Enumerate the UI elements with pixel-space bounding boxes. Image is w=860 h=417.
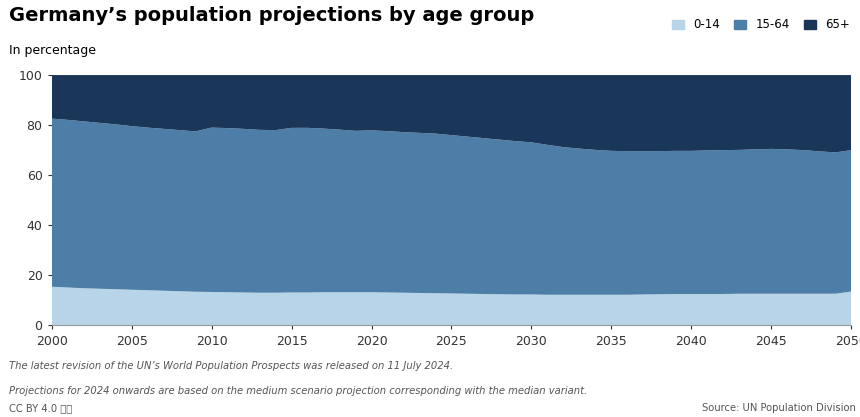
Text: Germany’s population projections by age group: Germany’s population projections by age …: [9, 6, 534, 25]
Legend: 0-14, 15-64, 65+: 0-14, 15-64, 65+: [672, 18, 850, 31]
Text: CC BY 4.0 Ⓒⓒ: CC BY 4.0 Ⓒⓒ: [9, 403, 72, 413]
Text: The latest revision of the UN’s World Population Prospects was released on 11 Ju: The latest revision of the UN’s World Po…: [9, 361, 452, 371]
Text: Projections for 2024 onwards are based on the medium scenario projection corresp: Projections for 2024 onwards are based o…: [9, 386, 587, 396]
Text: Source: UN Population Division: Source: UN Population Division: [702, 403, 856, 413]
Text: In percentage: In percentage: [9, 44, 95, 57]
